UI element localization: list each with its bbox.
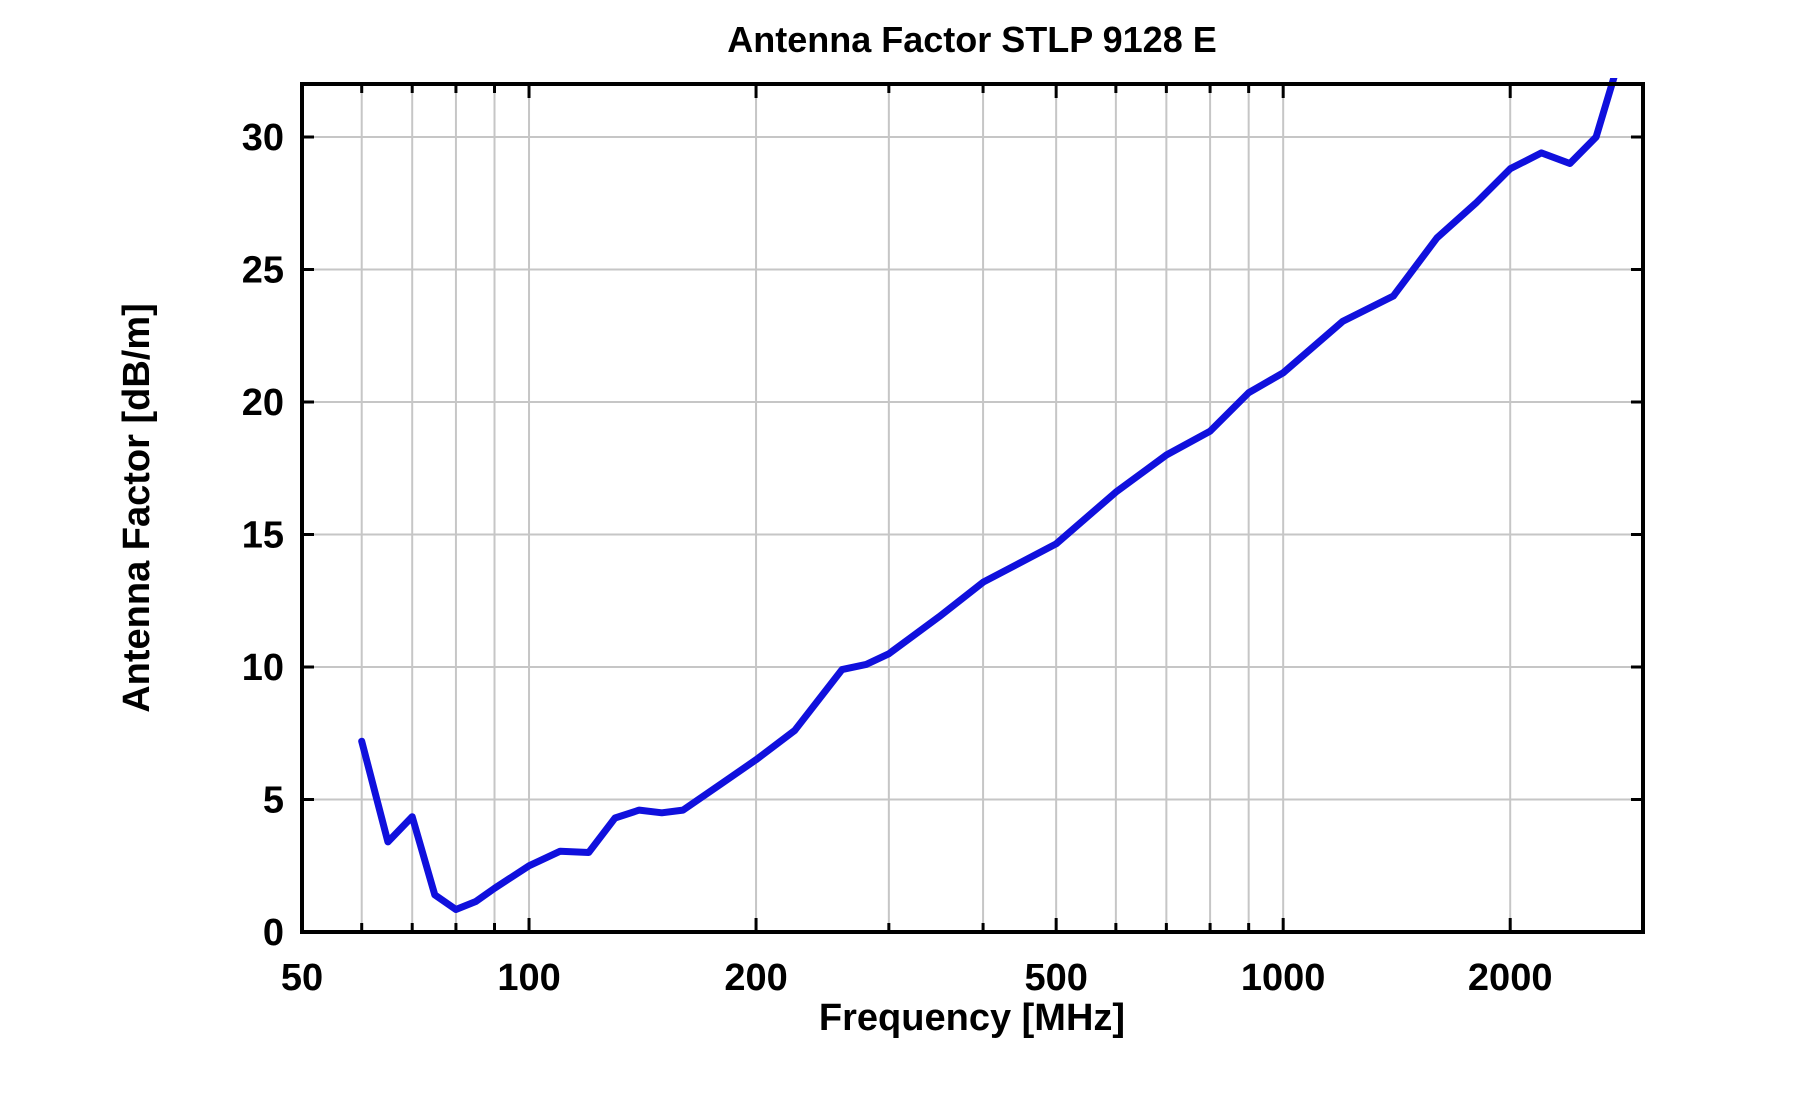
x-tick-labels: 50 100 200 500 1000 2000 [281, 957, 1553, 999]
tick-marks [302, 84, 1643, 932]
chart-title: Antenna Factor STLP 9128 E [727, 19, 1216, 60]
y-tick-label: 0 [263, 912, 284, 954]
x-tick-label: 2000 [1468, 957, 1553, 999]
y-tick-label: 30 [242, 117, 284, 159]
y-tick-label: 5 [263, 780, 284, 822]
series-lines [358, 78, 1618, 913]
x-tick-label: 500 [1024, 957, 1087, 999]
y-tick-label: 25 [242, 250, 284, 292]
y-tick-label: 20 [242, 382, 284, 424]
plot-frame [300, 82, 1645, 934]
x-tick-label: 50 [281, 957, 323, 999]
x-tick-label: 1000 [1241, 957, 1326, 999]
y-axis-label: Antenna Factor [dB/m] [116, 303, 158, 713]
y-tick-label: 15 [242, 515, 284, 557]
y-tick-labels: 0 5 10 15 20 25 30 [242, 117, 284, 954]
y-tick-label: 10 [242, 647, 284, 689]
x-tick-label: 200 [724, 957, 787, 999]
gridlines [302, 84, 1644, 932]
antenna-factor-line [358, 78, 1618, 913]
x-tick-label: 100 [497, 957, 560, 999]
x-axis-label: Frequency [MHz] [819, 997, 1125, 1039]
